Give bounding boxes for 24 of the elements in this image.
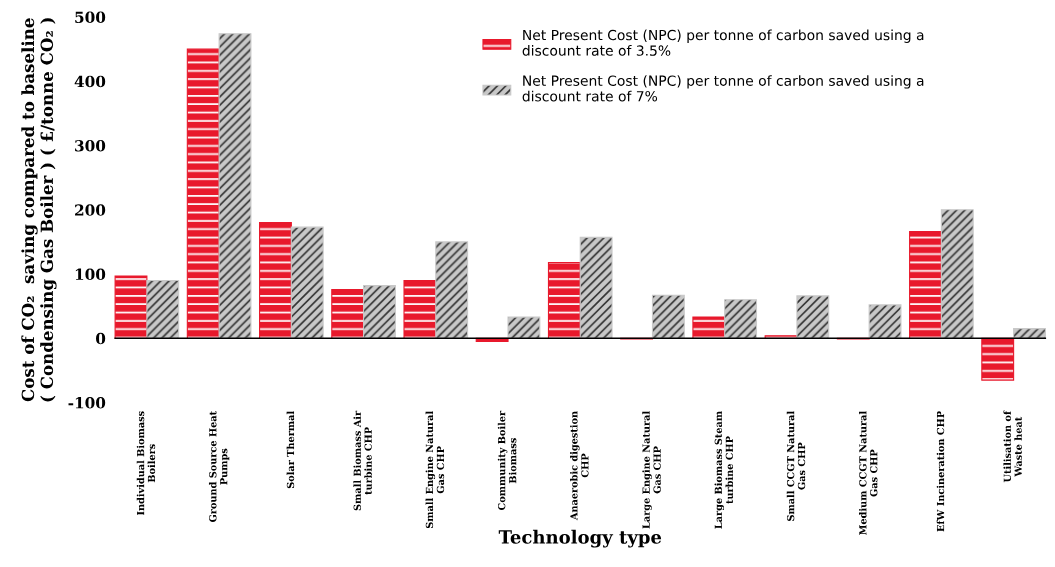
x-tick-label: Small Biomass Air turbine CHP bbox=[353, 410, 372, 511]
y-tick-label: 400 bbox=[74, 75, 106, 88]
y-tick-label: -100 bbox=[68, 397, 106, 409]
x-tick-label: Small Engine Natural Gas CHP bbox=[425, 411, 445, 529]
x-tick-label: Medium CCGT Natural Gas CHP bbox=[859, 411, 878, 535]
y-tick-label: 100 bbox=[75, 268, 106, 281]
y-tick-label: 500 bbox=[75, 11, 106, 24]
x-tick-label: Anaerobic digestion CHP bbox=[570, 411, 589, 521]
x-tick-label: Individual Biomass Boilers bbox=[136, 411, 156, 516]
legend-label: Net Present Cost (NPC) per tonne of carbon saved using a discount rate of 3.5% bbox=[522, 29, 924, 56]
y-tick-label: 300 bbox=[75, 140, 106, 152]
y-tick-label: 0 bbox=[96, 332, 106, 345]
x-tick-label: Large Biomass Steam turbine CHP bbox=[714, 411, 734, 529]
y-tick-label: 200 bbox=[75, 204, 106, 216]
x-tick-label: EfW Incineration CHP bbox=[936, 411, 945, 532]
x-tick-label: Solar Thermal bbox=[286, 411, 295, 489]
x-tick-label: Small CCGT Natural Gas CHP bbox=[786, 411, 806, 521]
x-tick-label: Ground Source Heat Pumps bbox=[208, 410, 230, 523]
x-tick-label: Utilisation of Waste heat bbox=[1003, 410, 1022, 483]
x-tick-label: Large Engine Natural Gas CHP bbox=[642, 411, 661, 529]
x-tick-label: Community Boiler Biomass bbox=[497, 410, 517, 511]
y-axis-title: Cost of CO₂ saving compared to baseline ( Condensing Gas Boiler ) ( £/tonne CO₂ ) bbox=[21, 18, 57, 402]
x-axis-title: Technology type bbox=[498, 529, 662, 548]
legend-label: Net Present Cost (NPC) per tonne of carbon saved using a discount rate of 7% bbox=[522, 75, 924, 102]
